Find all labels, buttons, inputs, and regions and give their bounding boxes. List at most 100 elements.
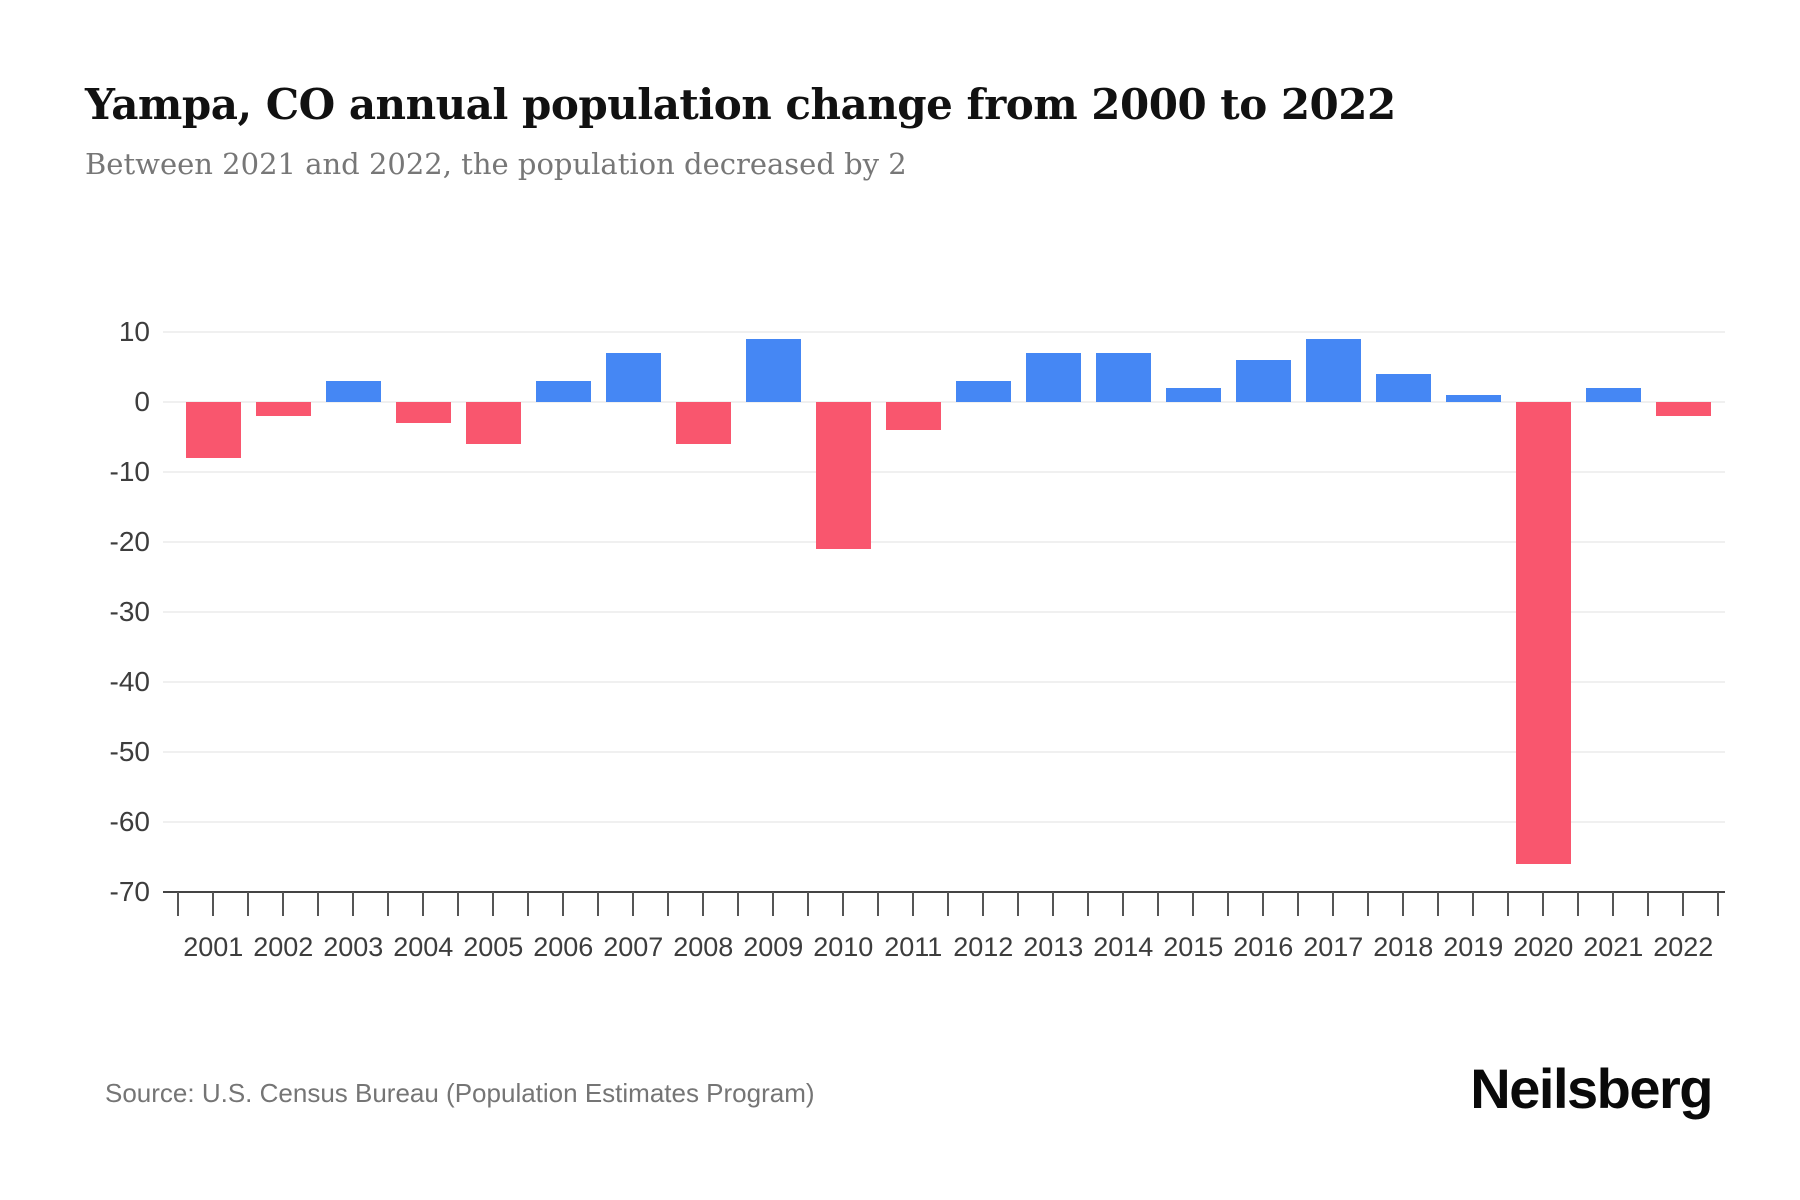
bar-2017[interactable] [1305, 338, 1361, 402]
bar-2007[interactable] [605, 352, 661, 402]
bar-2016[interactable] [1235, 359, 1291, 402]
x-axis-tick [1647, 891, 1650, 916]
x-axis-label: 2021 [1583, 931, 1644, 962]
x-axis-label: 2004 [393, 931, 454, 962]
x-axis-label: 2001 [183, 931, 244, 962]
x-axis-tick [1122, 891, 1125, 916]
x-axis-tick [842, 891, 845, 916]
x-axis-label: 2010 [813, 931, 874, 962]
bar-2002[interactable] [255, 401, 311, 416]
gridline [163, 820, 1725, 823]
x-axis-label: 2003 [323, 931, 384, 962]
x-axis-label: 2017 [1303, 931, 1364, 962]
gridline [163, 750, 1725, 753]
bar-2011[interactable] [885, 401, 941, 430]
source-text: Source: U.S. Census Bureau (Population E… [105, 1078, 815, 1108]
x-axis-label: 2012 [953, 931, 1014, 962]
x-axis-label: 2009 [743, 931, 804, 962]
bar-2018[interactable] [1375, 373, 1431, 402]
x-axis-tick [282, 891, 285, 916]
bar-2001[interactable] [185, 401, 241, 458]
x-axis-tick [1542, 891, 1545, 916]
x-axis-label: 2020 [1513, 931, 1574, 962]
x-axis-tick [982, 891, 985, 916]
gridline [163, 400, 1725, 403]
x-axis-tick [632, 891, 635, 916]
x-axis-tick [422, 891, 425, 916]
x-axis-tick [247, 891, 250, 916]
x-axis-tick [1227, 891, 1230, 916]
x-axis-label: 2018 [1373, 931, 1434, 962]
x-axis-label: 2011 [884, 931, 943, 962]
x-axis-tick [1052, 891, 1055, 916]
x-axis-label: 2006 [533, 931, 594, 962]
bar-2014[interactable] [1095, 352, 1151, 402]
bar-2019[interactable] [1445, 394, 1501, 402]
x-axis-tick [912, 891, 915, 916]
y-axis-label: 0 [134, 385, 150, 417]
x-axis-tick [702, 891, 705, 916]
y-axis-label: -40 [109, 665, 150, 697]
bar-2005[interactable] [465, 401, 521, 444]
x-axis-label: 2013 [1023, 931, 1084, 962]
x-axis-tick [807, 891, 810, 916]
x-axis-tick [1157, 891, 1160, 916]
x-axis-tick [527, 891, 530, 916]
y-axis-label: -30 [109, 595, 150, 627]
bar-2010[interactable] [815, 401, 871, 549]
x-axis-label: 2022 [1653, 931, 1714, 962]
bar-2020[interactable] [1515, 401, 1571, 864]
x-axis-tick [667, 891, 670, 916]
y-axis-label: 10 [118, 315, 150, 347]
x-axis-tick [1087, 891, 1090, 916]
x-axis-tick [1297, 891, 1300, 916]
chart-subtitle: Between 2021 and 2022, the population de… [85, 147, 907, 181]
gridline [163, 330, 1725, 333]
x-axis-line [163, 890, 1725, 893]
bar-2015[interactable] [1165, 387, 1221, 402]
x-axis-label: 2007 [603, 931, 664, 962]
x-axis-tick [737, 891, 740, 916]
x-axis-tick [177, 891, 180, 916]
chart-title: Yampa, CO annual population change from … [85, 80, 1396, 130]
x-axis-tick [562, 891, 565, 916]
bar-2012[interactable] [955, 380, 1011, 402]
gridline [163, 680, 1725, 683]
x-axis-tick [317, 891, 320, 916]
x-axis-tick [1507, 891, 1510, 916]
x-axis-tick [457, 891, 460, 916]
x-axis-label: 2015 [1163, 931, 1224, 962]
bar-2003[interactable] [325, 380, 381, 402]
x-axis-label: 2014 [1093, 931, 1154, 962]
x-axis-tick [947, 891, 950, 916]
bar-2009[interactable] [745, 338, 801, 402]
x-axis-tick [1472, 891, 1475, 916]
bar-2006[interactable] [535, 380, 591, 402]
x-axis-tick [387, 891, 390, 916]
x-axis-tick [1612, 891, 1615, 916]
gridline [163, 540, 1725, 543]
x-axis-tick [1717, 891, 1720, 916]
y-axis-label: -20 [109, 525, 150, 557]
x-axis-tick [1367, 891, 1370, 916]
bar-2013[interactable] [1025, 352, 1081, 402]
bar-2022[interactable] [1655, 401, 1711, 416]
x-axis-tick [597, 891, 600, 916]
x-axis-tick [772, 891, 775, 916]
y-axis-label: -10 [109, 455, 150, 487]
x-axis-tick [1577, 891, 1580, 916]
bar-2021[interactable] [1585, 387, 1641, 402]
bar-2008[interactable] [675, 401, 731, 444]
y-axis-label: -60 [109, 805, 150, 837]
x-axis-tick [212, 891, 215, 916]
x-axis-tick [1017, 891, 1020, 916]
x-axis-tick [1402, 891, 1405, 916]
bar-2004[interactable] [395, 401, 451, 423]
x-axis-label: 2019 [1443, 931, 1504, 962]
x-axis-tick [1682, 891, 1685, 916]
gridline [163, 610, 1725, 613]
y-axis-label: -70 [109, 875, 150, 907]
x-axis-label: 2008 [673, 931, 734, 962]
